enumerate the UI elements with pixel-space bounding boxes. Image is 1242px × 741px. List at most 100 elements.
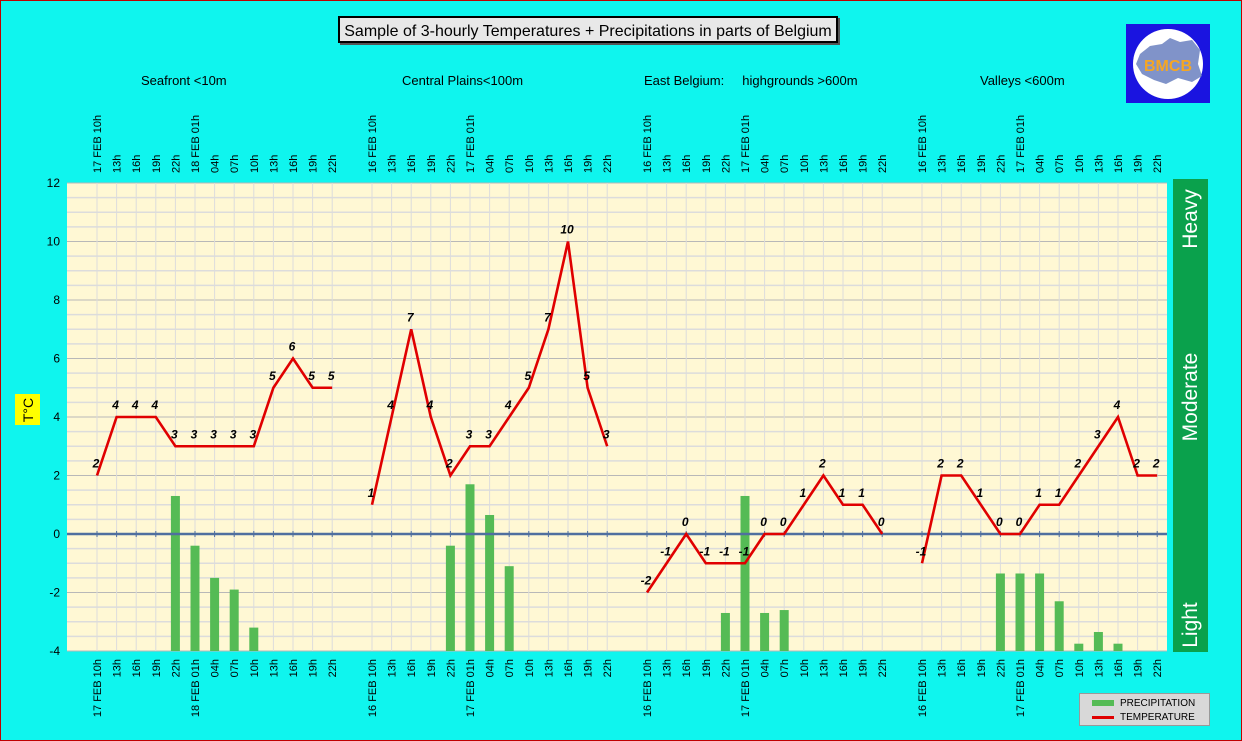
temperature-label: 1 [368, 486, 375, 500]
temperature-label: 1 [1055, 486, 1062, 500]
temperature-label: 3 [466, 427, 473, 441]
x-tick-label-top: 17 FEB 01h [465, 115, 477, 173]
x-tick-label-top: 10h [524, 155, 536, 173]
temperature-label: 3 [230, 427, 237, 441]
temperature-label: 4 [150, 398, 158, 412]
x-tick-label-top: 19h [976, 155, 988, 173]
x-tick-label-bottom: 16h [956, 659, 968, 677]
temperature-label: 3 [210, 427, 217, 441]
temperature-label: 2 [936, 457, 944, 471]
x-tick-label-top: 16h [131, 155, 143, 173]
temperature-label: 3 [249, 427, 256, 441]
temperature-label: -1 [916, 544, 927, 558]
precip-bar [249, 627, 259, 651]
x-tick-label-top: 17 FEB 01h [1015, 115, 1027, 173]
precipitation-bars [170, 484, 1123, 651]
temperature-label: 0 [878, 515, 885, 529]
x-tick-label-top: 19h [701, 155, 713, 173]
x-tick-label-top: 16h [681, 155, 693, 173]
x-tick-label-top: 16h [956, 155, 968, 173]
x-tick-label-bottom: 17 FEB 01h [740, 659, 752, 717]
x-tick-label-top: 22h [720, 155, 732, 173]
x-tick-label-bottom: 17 FEB 01h [465, 659, 477, 717]
x-tick-label-bottom: 19h [426, 659, 438, 677]
x-tick-label-bottom: 16h [838, 659, 850, 677]
x-tick-label-top: 04h [210, 155, 222, 173]
temperature-label: -1 [719, 544, 730, 558]
x-tick-label-top: 13h [662, 155, 674, 173]
temperature-label: 5 [269, 369, 276, 383]
x-tick-label-bottom: 16 FEB 10h [367, 659, 379, 717]
precip-bar [1074, 643, 1084, 651]
x-tick-label-top: 13h [112, 155, 124, 173]
x-tick-label-top: 16h [1113, 155, 1125, 173]
x-tick-label-bottom: 22h [170, 659, 182, 677]
precip-bar [210, 577, 220, 651]
y-tick-label: -2 [49, 586, 60, 600]
temperature-label: 2 [92, 457, 100, 471]
x-tick-label-top: 07h [779, 155, 791, 173]
precip-bar [1113, 643, 1123, 651]
temperature-label: 0 [682, 515, 689, 529]
x-tick-label-bottom: 13h [937, 659, 949, 677]
temperature-label: 0 [1016, 515, 1023, 529]
intensity-heavy: Heavy [1178, 189, 1202, 249]
precip-bar [445, 545, 455, 651]
temperature-label: 5 [328, 369, 335, 383]
x-tick-label-top: 17 FEB 10h [92, 115, 104, 173]
temperature-label: 2 [1073, 457, 1081, 471]
x-tick-label-bottom: 04h [210, 659, 222, 677]
temperature-label: 3 [485, 427, 492, 441]
temperature-label: 3 [603, 427, 610, 441]
x-tick-label-bottom: 19h [701, 659, 713, 677]
precip-bar [779, 610, 789, 651]
temperature-label: 1 [839, 486, 846, 500]
x-tick-label-bottom: 19h [583, 659, 595, 677]
x-tick-label-bottom: 16 FEB 10h [642, 659, 654, 717]
x-tick-label-bottom: 13h [112, 659, 124, 677]
temperature-label: 7 [407, 310, 415, 324]
precip-bar [720, 612, 730, 651]
legend: PRECIPITATION TEMPERATURE [1079, 693, 1210, 726]
temperature-label: 1 [976, 486, 983, 500]
x-tick-label-bottom: 16h [563, 659, 575, 677]
temperature-label: 4 [1113, 398, 1121, 412]
temperature-label: 2 [1132, 457, 1140, 471]
x-tick-label-bottom: 13h [662, 659, 674, 677]
x-tick-label-bottom: 04h [760, 659, 772, 677]
temperature-label: 0 [780, 515, 787, 529]
x-tick-label-top: 19h [583, 155, 595, 173]
y-tick-label: -4 [49, 644, 60, 658]
x-tick-label-bottom: 07h [229, 659, 241, 677]
region-label-central-plains: Central Plains<100m [402, 73, 524, 88]
x-tick-label-top: 07h [504, 155, 516, 173]
temperature-label: 4 [386, 398, 394, 412]
x-tick-label-top: 10h [1074, 155, 1086, 173]
y-tick-label: 8 [53, 293, 60, 307]
y-tick-label: 2 [53, 469, 60, 483]
temperature-label: 4 [504, 398, 512, 412]
temperature-line [920, 414, 1158, 564]
x-tick-label-bottom: 07h [1054, 659, 1066, 677]
temperature-label: 2 [818, 457, 826, 471]
intensity-light: Light [1178, 602, 1202, 648]
x-tick-label-bottom: 22h [1152, 659, 1164, 677]
legend-swatch-temperature [1092, 715, 1114, 719]
precip-bar [760, 612, 770, 651]
bmcb-logo: BMCB [1126, 24, 1210, 103]
x-tick-label-bottom: 19h [308, 659, 320, 677]
x-tick-label-top: 07h [229, 155, 241, 173]
region-label-east-belgium: East Belgium: highgrounds >600m [644, 73, 858, 88]
x-tick-label-top: 16h [406, 155, 418, 173]
temperature-label: 4 [131, 398, 139, 412]
x-tick-label-top: 16 FEB 10h [642, 115, 654, 173]
precip-bar [170, 495, 180, 651]
x-tick-label-bottom: 22h [445, 659, 457, 677]
x-tick-label-bottom: 10h [249, 659, 261, 677]
temperature-line [370, 241, 609, 506]
y-tick-label: 4 [53, 410, 60, 424]
x-tick-label-bottom: 13h [818, 659, 830, 677]
temperature-label: 4 [425, 398, 433, 412]
